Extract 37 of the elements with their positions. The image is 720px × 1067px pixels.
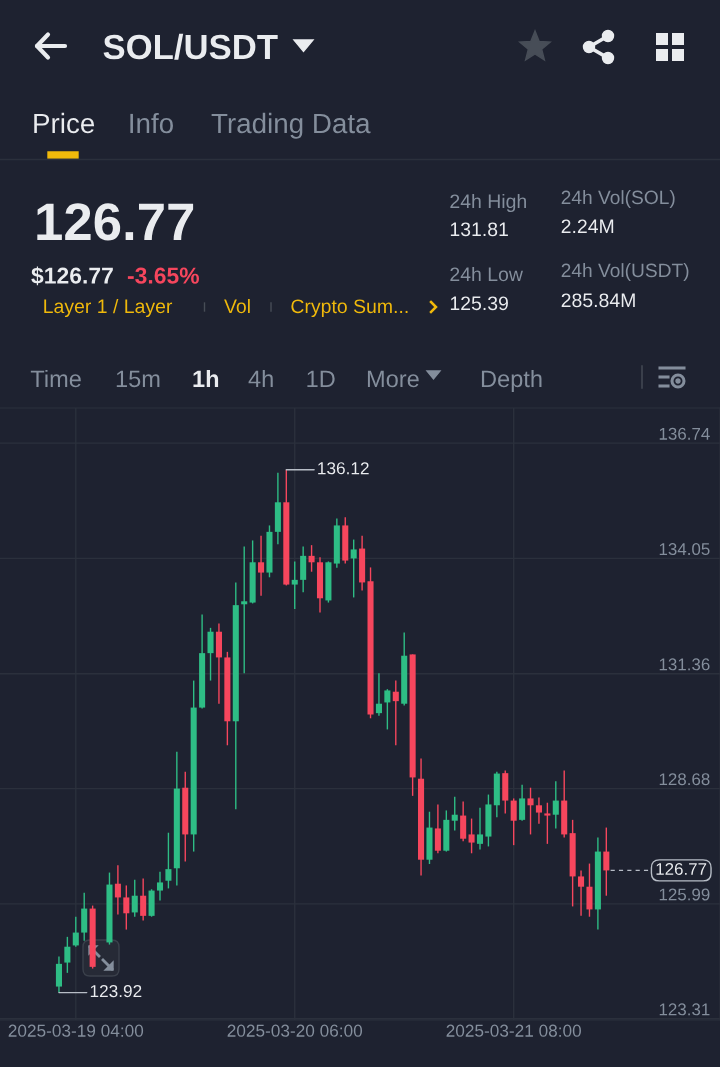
text: Time (30, 369, 81, 388)
text: More (367, 370, 419, 388)
text: $126.77 (31, 266, 113, 286)
text: Crypto Sum... (291, 299, 408, 318)
y-tick-label: 128.68 (659, 773, 710, 786)
text: 131.81 (450, 222, 508, 237)
text: 24h Vol(USDT) (561, 263, 689, 281)
text: 4h (248, 369, 273, 387)
y-tick-label: 131.36 (659, 658, 710, 671)
y-tick-label: 123.31 (659, 1003, 710, 1016)
text: 285.84M (561, 293, 635, 308)
text: 24h High (450, 193, 526, 213)
text: Layer 1 / Layer (44, 298, 173, 318)
annotation: 123.92 (90, 985, 142, 998)
y-tick-label: 136.74 (659, 427, 710, 440)
text: 15m (116, 370, 160, 388)
ref-line-label: 126.77 (656, 862, 707, 875)
text: Price (34, 112, 95, 134)
y-tick-label: 134.05 (659, 543, 710, 556)
annotation: 136.12 (318, 462, 369, 475)
text: 24h Vol(SOL) (561, 190, 675, 208)
text: Trading Data (211, 112, 371, 139)
x-tick-label: 2025-03-21 08:00 (446, 1024, 582, 1037)
text: 126.77 (37, 203, 194, 241)
text: Vol (224, 298, 250, 314)
text: 24h Low (450, 266, 523, 282)
chart-title: SOL/USDT (103, 33, 278, 60)
text: 1D (307, 370, 335, 387)
text: -3.65% (127, 267, 200, 284)
text: 1h (193, 369, 219, 387)
text: Depth (481, 369, 542, 392)
y-tick-label: 125.99 (659, 888, 710, 901)
text: 125.39 (450, 296, 508, 311)
x-tick-label: 2025-03-19 04:00 (8, 1024, 144, 1037)
x-tick-label: 2025-03-20 06:00 (227, 1024, 363, 1037)
text: 2.24M (561, 219, 614, 233)
text: Info (130, 112, 173, 134)
